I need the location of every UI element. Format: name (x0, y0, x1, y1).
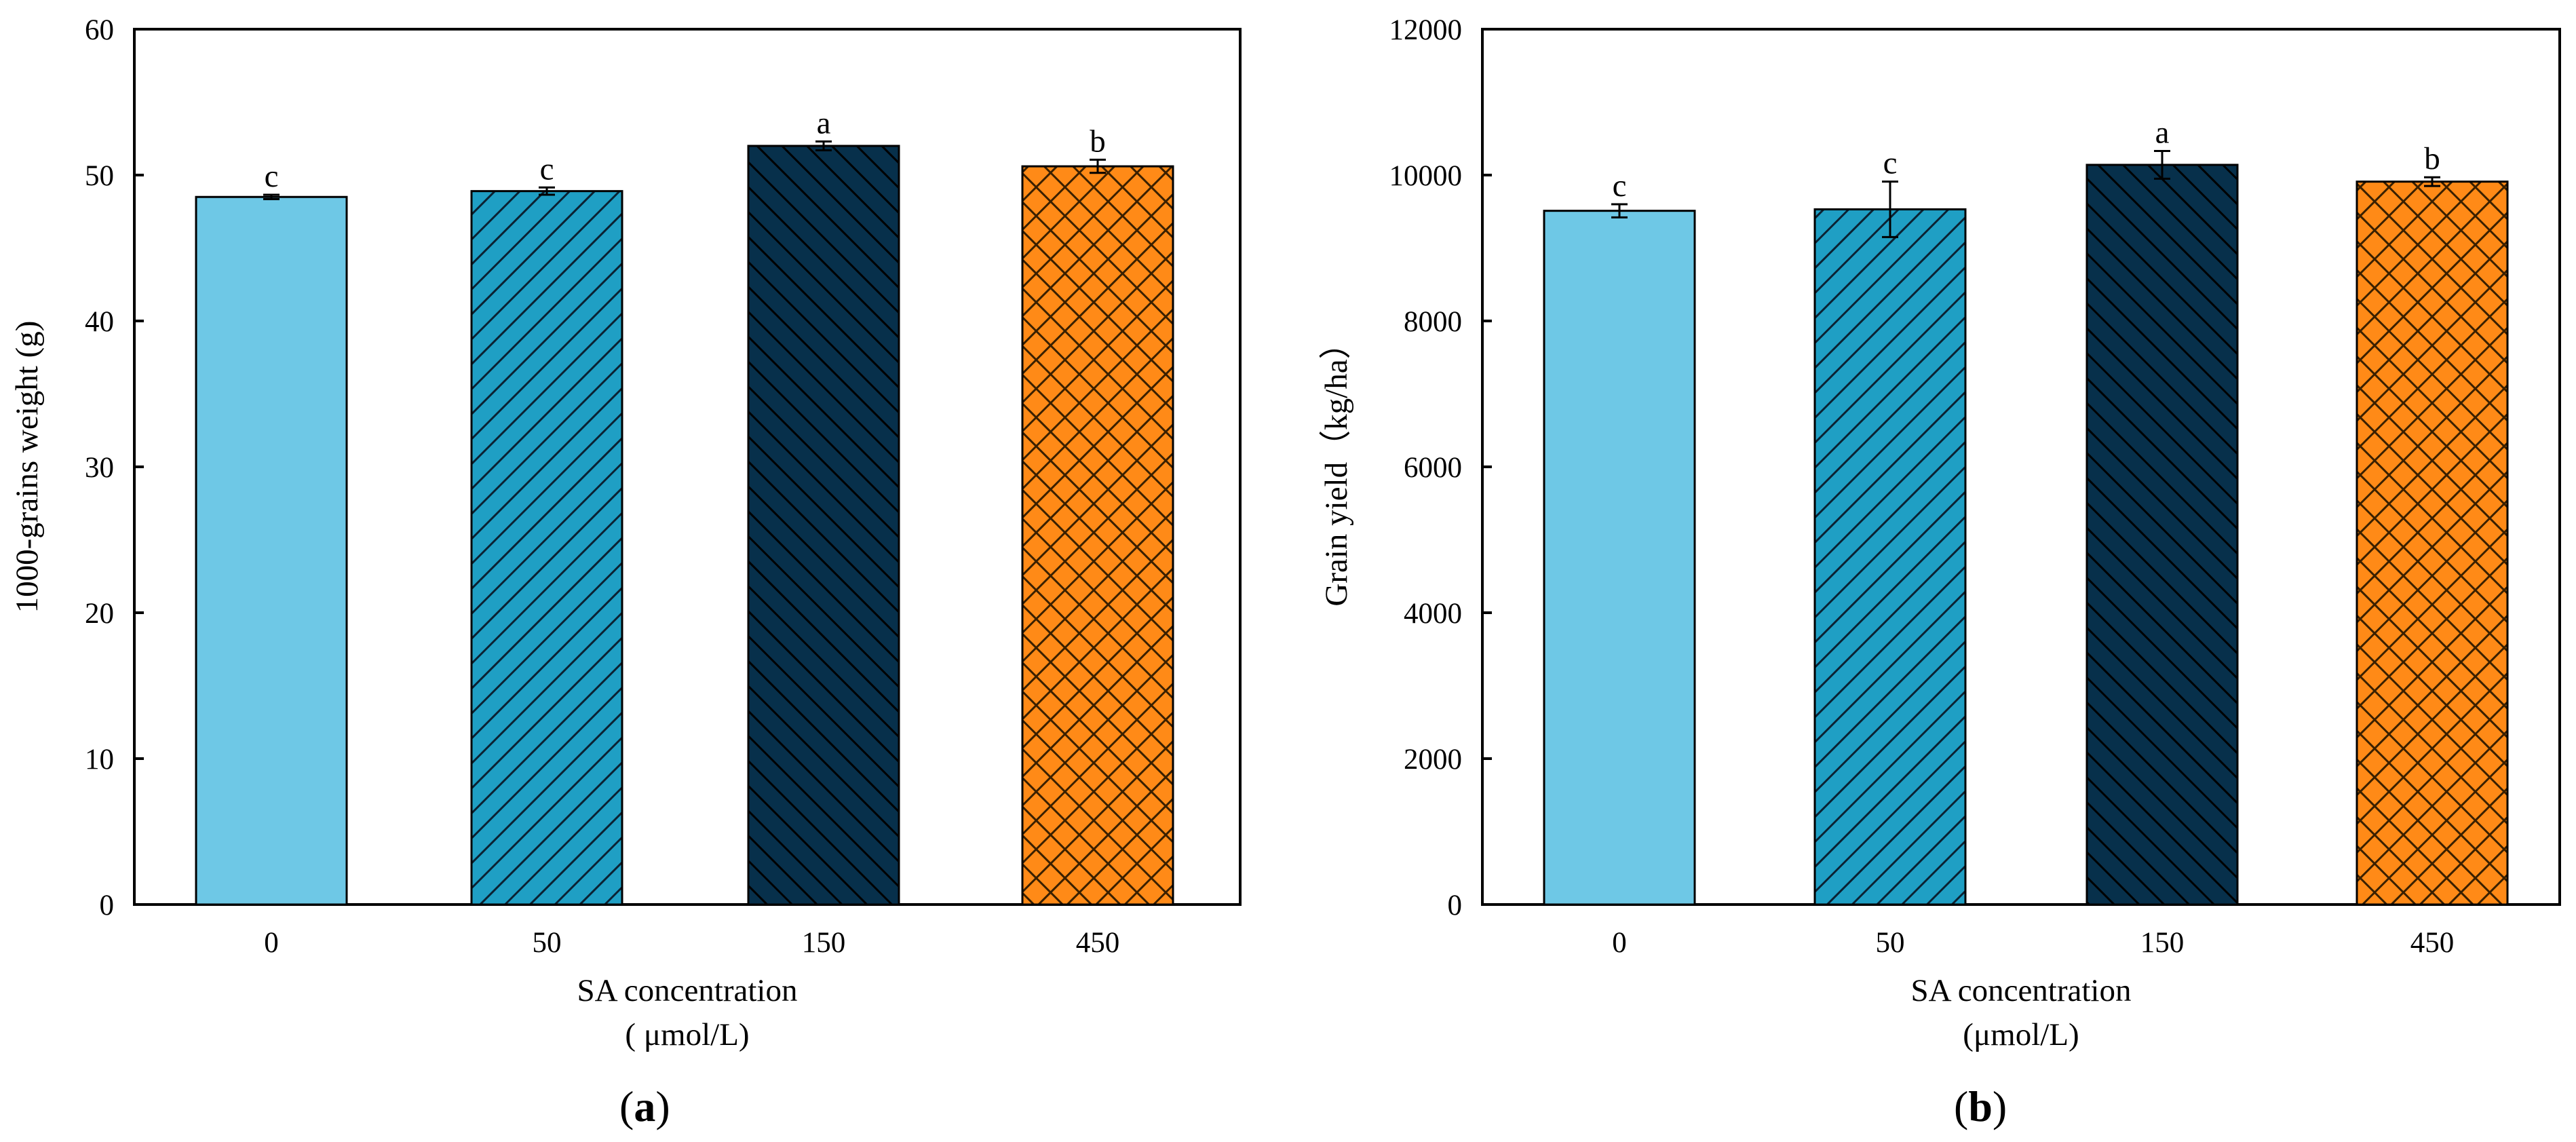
panel-label-b: (b) (1954, 1082, 2007, 1130)
panel-label-a: (a) (619, 1082, 670, 1130)
x-tick-label-b: 0 (1612, 927, 1627, 959)
significance-label-a-450: b (1090, 123, 1106, 159)
error-bar-a-50 (539, 186, 555, 196)
y-tick-label-b: 0 (1448, 890, 1463, 921)
significance-label-b-150: a (2155, 115, 2170, 151)
x-tick-label-a: 450 (1076, 927, 1120, 959)
x-axis-unit-b: (μmol/L) (1963, 1017, 2079, 1052)
y-tick-label-b: 6000 (1404, 452, 1462, 484)
x-axis-unit-a: ( μmol/L) (625, 1017, 749, 1052)
bar-b-450 (2356, 180, 2509, 906)
error-bar-a-150 (815, 140, 832, 151)
y-axis-title-b: Grain yield（kg/ha） (1319, 327, 1354, 606)
x-tick-label-a: 0 (264, 927, 279, 959)
significance-label-a-150: a (817, 106, 831, 141)
significance-label-a-0: c (265, 159, 279, 194)
error-bar-b-450 (2424, 176, 2440, 187)
x-axis-title-a: SA concentration (577, 973, 797, 1008)
y-tick-label-a: 40 (85, 306, 114, 338)
significance-label-b-0: c (1613, 168, 1627, 204)
panel-letter-a: a (634, 1082, 655, 1130)
y-tick-label-a: 10 (85, 744, 114, 776)
y-tick-label-a: 0 (100, 890, 115, 921)
bar-b-150 (2085, 164, 2239, 906)
significance-label-a-50: c (540, 151, 554, 187)
x-tick-label-b: 150 (2140, 927, 2185, 959)
y-tick-label-b: 10000 (1389, 160, 1463, 192)
y-tick-label-b: 4000 (1404, 598, 1462, 630)
panel-letter-b: b (1968, 1082, 1993, 1130)
error-bar-b-50 (1882, 180, 1898, 238)
y-tick-label-b: 8000 (1404, 306, 1462, 338)
error-bar-a-0 (263, 193, 280, 200)
significance-label-b-50: c (1883, 146, 1898, 181)
bar-a-50 (470, 190, 623, 906)
x-tick-label-a: 50 (533, 927, 562, 959)
x-tick-label-a: 150 (802, 927, 846, 959)
y-tick-label-b: 2000 (1404, 744, 1462, 776)
error-bar-b-150 (2154, 150, 2170, 180)
y-tick-label-a: 30 (85, 452, 114, 484)
bar-a-450 (1021, 165, 1174, 906)
x-tick-label-b: 450 (2410, 927, 2455, 959)
y-tick-label-a: 50 (85, 160, 114, 192)
error-bar-a-450 (1090, 158, 1106, 174)
bar-b-50 (1813, 208, 1967, 906)
bar-b-0 (1543, 210, 1696, 906)
x-axis-title-b: SA concentration (1910, 973, 2131, 1008)
y-tick-label-b: 12000 (1389, 14, 1463, 46)
error-bar-b-0 (1611, 203, 1628, 218)
x-tick-label-b: 50 (1876, 927, 1905, 959)
bar-a-150 (747, 145, 900, 906)
significance-label-b-450: b (2424, 141, 2440, 176)
panel-a: 0 10 20 30 40 50 60 0 50 150 450 c c a b 1000-grains … (9, 14, 1242, 1130)
y-tick-label-a: 20 (85, 598, 114, 630)
panel-b: 0 2000 4000 6000 8000 10000 12000 0 50 150 450 c c a… (1319, 14, 2561, 1130)
y-tick-label-a: 60 (85, 14, 114, 46)
bar-a-0 (195, 195, 348, 906)
y-axis-title-a: 1000-grains weight (g) (9, 321, 45, 613)
